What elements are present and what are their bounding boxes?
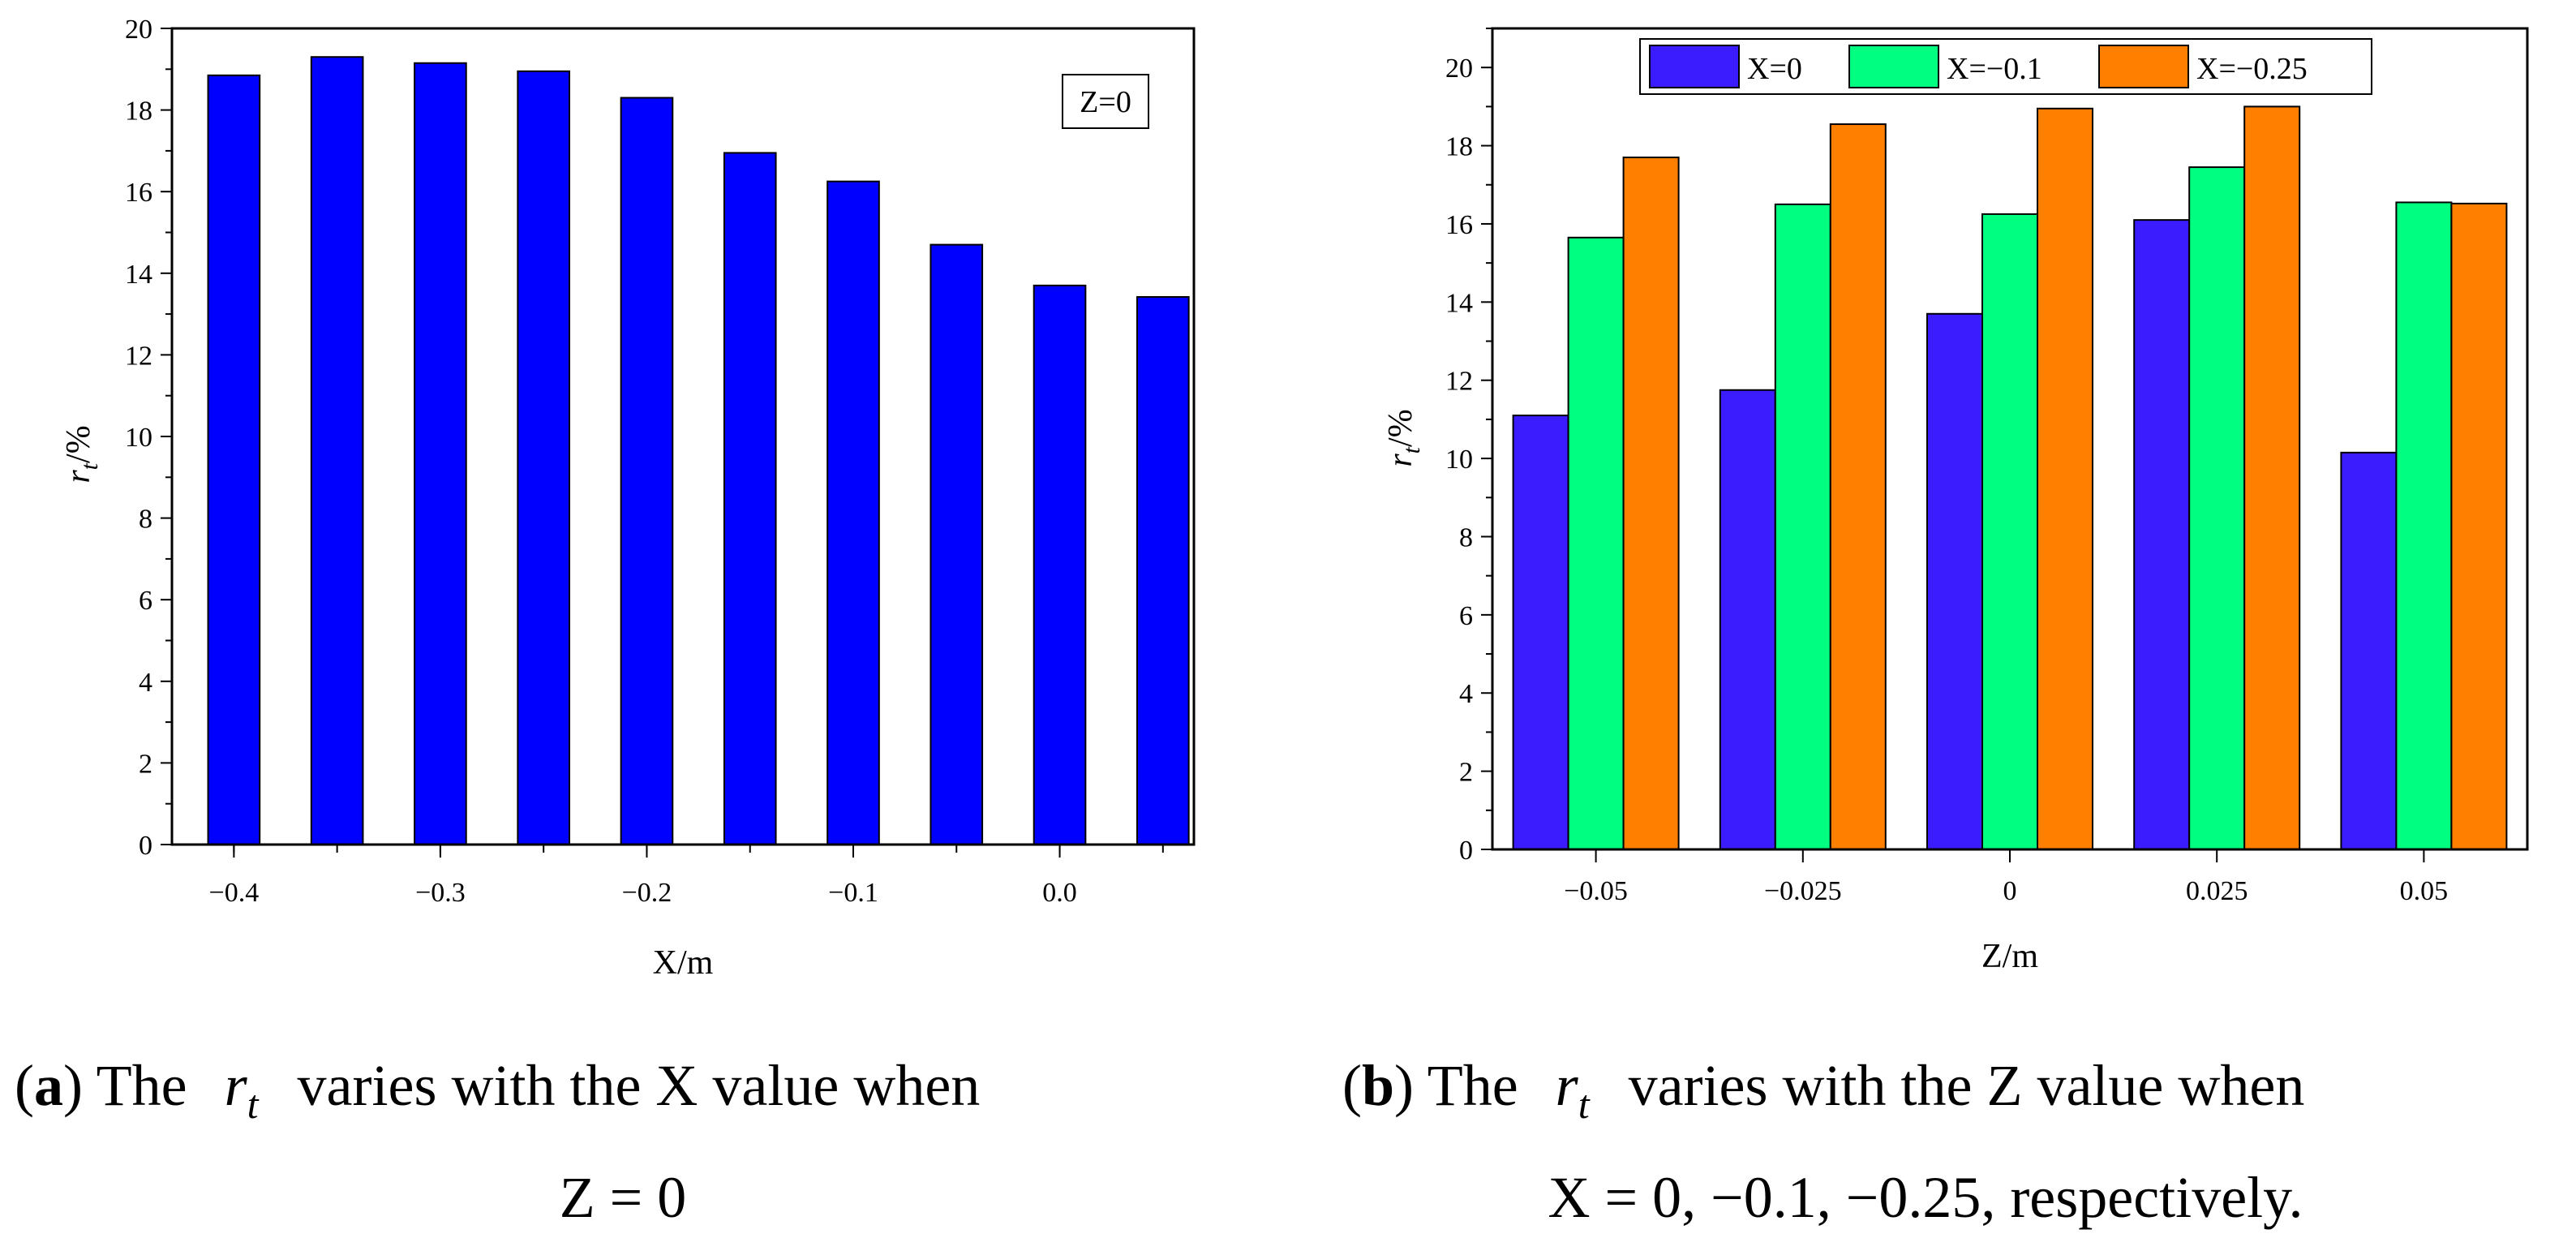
chart-a-xtick-label: −0.4	[209, 878, 260, 908]
chart-b-bar-X=−0.25-−0.05	[1622, 157, 1680, 850]
chart-b-ytick-label: 2	[1459, 758, 1473, 788]
chart-b-bar-X=0-−0.05	[1512, 415, 1569, 850]
chart-a-ytick-label: 6	[139, 586, 152, 616]
chart-b-ytick-label: 0	[1459, 836, 1473, 866]
chart-b-frame	[1491, 27, 2529, 851]
chart-b-bar-X=−0.25-−0.025	[1829, 123, 1887, 851]
legend-swatch-x0	[1649, 45, 1740, 88]
chart-b-bar-X=−0.1-0.05	[2395, 201, 2453, 850]
chart-a-xtick-label: 0.0	[1042, 878, 1077, 908]
chart-b-legend-box	[1639, 38, 2372, 95]
chart-a-bar--0.35	[310, 56, 364, 845]
chart-a-ytick-label: 4	[139, 668, 152, 698]
chart-a-bars	[207, 56, 1190, 846]
legend-label-x-0.1: X=−0.1	[1947, 52, 2042, 86]
chart-b-bar-X=0-−0.025	[1719, 389, 1776, 850]
caption-b-line2: X = 0, −0.1, −0.25, respectively.	[1548, 1165, 2303, 1230]
chart-b-xtick-label: 0.05	[2400, 876, 2449, 906]
chart-a-annotation: Z=0	[1080, 85, 1131, 119]
chart-a-y-axis-label: rt/%	[60, 425, 103, 483]
chart-a-annotation-box	[1062, 74, 1149, 129]
legend-swatch-x-0.25	[2098, 45, 2189, 88]
chart-b-bar-X=−0.1-−0.05	[1567, 236, 1625, 851]
chart-b-ytick-label: 14	[1445, 288, 1473, 318]
caption-b-line1: (b) The rt varies with the Z value when	[1342, 1053, 2304, 1127]
chart-b-bar-X=0-0	[1926, 312, 1983, 850]
chart-a-ytick-label: 16	[125, 178, 152, 208]
chart-a-frame	[170, 27, 1196, 846]
legend-label-x0: X=0	[1747, 52, 1802, 86]
chart-a-ytick-label: 12	[125, 341, 152, 371]
chart-b-bar-X=−0.1-0.025	[2188, 166, 2246, 851]
chart-a-x-axis-ticks: −0.4 −0.3 −0.2 −0.1 0.0	[209, 845, 1164, 908]
chart-a: 0 2 4 6 8 10 12 14 16 18 20 −0.4 −0.3 −0.2 −0.1 0.0 Z=…	[60, 15, 1196, 982]
chart-b-ytick-label: 18	[1445, 132, 1473, 162]
chart-b-xtick-label: −0.05	[1564, 876, 1628, 906]
chart-b-x-axis-ticks: −0.05 −0.025 0 0.025 0.05	[1564, 849, 2448, 906]
chart-a-bar-0.0	[1033, 284, 1087, 845]
chart-a-bar--0.2	[620, 97, 674, 845]
chart-a-ytick-label: 18	[125, 97, 152, 127]
chart-a-xtick-label: −0.2	[622, 878, 672, 908]
legend-swatch-x-0.1	[1848, 45, 1939, 88]
chart-b-bar-X=−0.25-0.05	[2450, 202, 2508, 851]
chart-a-ytick-label: 20	[125, 15, 152, 45]
chart-b-xtick-label: 0	[2003, 876, 2017, 906]
chart-b-bar-X=−0.25-0	[2037, 107, 2093, 851]
chart-a-bar-0.05	[1136, 295, 1190, 845]
chart-a-ytick-label: 0	[139, 831, 152, 861]
legend-label-x-0.25: X=−0.25	[2196, 52, 2308, 86]
chart-b-xtick-label: −0.025	[1764, 876, 1842, 906]
chart-b-x-axis-label: Z/m	[1981, 938, 2038, 975]
chart-a-bar--0.05	[930, 243, 984, 845]
chart-a-x-axis-label: X/m	[653, 944, 714, 982]
chart-a-ytick-label: 10	[125, 423, 152, 453]
chart-b-bar-X=0-0.025	[2133, 219, 2191, 850]
chart-a-y-axis-ticks: 0 2 4 6 8 10 12 14 16 18 20	[125, 15, 172, 861]
chart-a-bar--0.1	[826, 180, 880, 845]
chart-a-bar--0.3	[414, 62, 467, 845]
chart-a-ytick-label: 8	[139, 505, 152, 535]
chart-a-bar--0.25	[517, 70, 571, 845]
chart-a-ytick-label: 2	[139, 749, 152, 779]
chart-b-bar-X=−0.25-0.025	[2243, 105, 2301, 850]
chart-b-y-axis-label: rt/%	[1382, 409, 1425, 466]
chart-b-ytick-label: 16	[1445, 210, 1473, 240]
chart-b-bar-X=−0.1-0	[1981, 213, 2038, 850]
chart-b-bars	[1512, 105, 2508, 851]
chart-b-legend: X=0 X=−0.1 X=−0.25	[1639, 38, 2372, 95]
chart-a-bar--0.15	[723, 152, 777, 846]
chart-b-ytick-label: 4	[1459, 679, 1473, 709]
chart-a-xtick-label: −0.3	[415, 878, 466, 908]
chart-b-y-axis-ticks: 0 2 4 6 8 10 12 14 16 18 20	[1445, 28, 1492, 866]
chart-b-ytick-label: 20	[1445, 54, 1473, 84]
chart-a-xtick-label: −0.1	[828, 878, 878, 908]
chart-b-ytick-label: 6	[1459, 601, 1473, 631]
chart-b-ytick-label: 12	[1445, 367, 1473, 397]
chart-b-ytick-label: 8	[1459, 522, 1473, 552]
chart-b-ytick-label: 10	[1445, 445, 1473, 475]
caption-a-line1: (a) The rt varies with the X value when	[15, 1053, 980, 1127]
chart-b-bar-X=−0.1-−0.025	[1774, 203, 1831, 851]
chart-b-xtick-label: 0.025	[2186, 876, 2248, 906]
caption-a-line2: Z = 0	[560, 1165, 687, 1230]
chart-a-ytick-label: 14	[125, 260, 152, 290]
chart-b-bar-X=0-0.05	[2340, 451, 2398, 850]
chart-a-bar--0.4	[207, 74, 261, 846]
